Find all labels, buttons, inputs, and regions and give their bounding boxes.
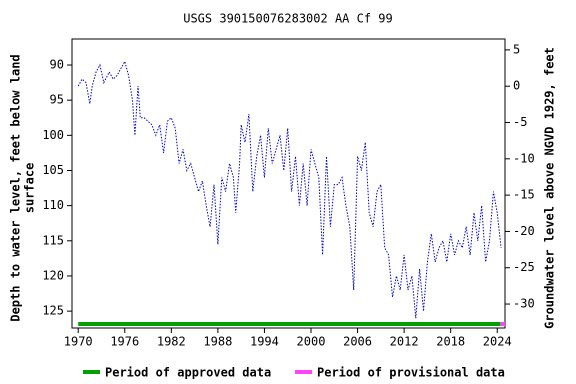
y-tick-label: 95 [50,93,64,107]
y-tick-label: 120 [42,268,64,282]
legend-label: Period of provisional data [317,366,505,380]
period-bar [500,322,505,326]
x-tick-label: 2018 [436,335,465,349]
x-tick-label: 2024 [483,335,512,349]
y-tick-label: 105 [42,163,64,177]
x-tick-label: 2012 [390,335,419,349]
y2-tick-label: -25 [513,260,535,274]
x-tick-label: 1976 [110,335,139,349]
y-axis-label: surface [23,163,37,214]
y2-tick-label: -15 [513,188,535,202]
period-bar [78,322,501,326]
x-tick-label: 1982 [157,335,186,349]
x-tick-label: 2000 [297,335,326,349]
y-tick-label: 100 [42,128,64,142]
legend-label: Period of approved data [105,366,271,380]
y-tick-label: 110 [42,198,64,212]
y2-axis-label: Groundwater level above NGVD 1929, feet [543,47,557,329]
chart-title: USGS 390150076283002 AA Cf 99 [183,12,393,26]
y2-tick-label: -20 [513,224,535,238]
x-tick-label: 1994 [250,335,279,349]
data-line [77,60,502,319]
y-axis-label: Depth to water level, feet below land [9,54,23,321]
y-tick-label: 125 [42,304,64,318]
y-tick-label: 90 [50,58,64,72]
x-tick-label: 2006 [343,335,372,349]
y2-tick-label: -10 [513,151,535,165]
plot-frame [71,38,506,329]
y2-tick-label: -30 [513,297,535,311]
y2-tick-label: -5 [513,115,527,129]
y2-tick-label: 0 [513,79,520,93]
y-tick-label: 115 [42,233,64,247]
x-tick-label: 1970 [64,335,93,349]
x-tick-label: 1988 [203,335,232,349]
y2-tick-label: 5 [513,42,520,56]
